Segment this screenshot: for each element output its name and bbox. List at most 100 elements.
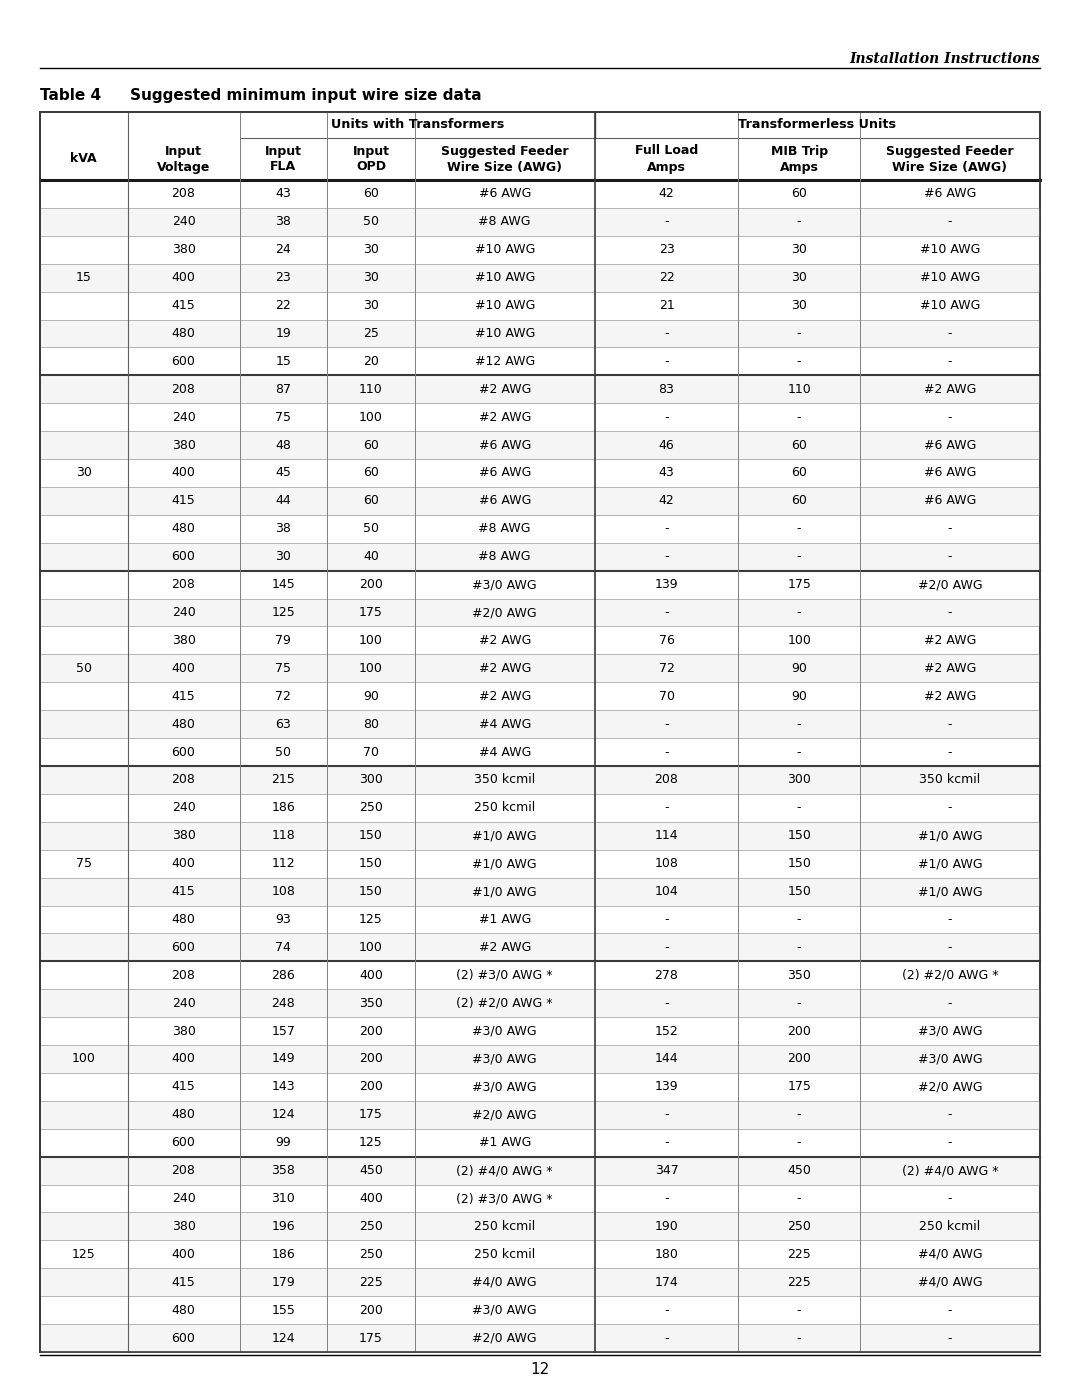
- Text: -: -: [664, 1192, 669, 1206]
- Text: #10 AWG: #10 AWG: [920, 243, 981, 256]
- Text: 100: 100: [359, 634, 382, 647]
- Text: 400: 400: [172, 662, 195, 675]
- Text: -: -: [797, 355, 801, 367]
- Text: 225: 225: [787, 1248, 811, 1261]
- Text: 208: 208: [172, 774, 195, 787]
- Text: -: -: [664, 996, 669, 1010]
- Text: #2/0 AWG: #2/0 AWG: [918, 578, 983, 591]
- Text: 250: 250: [359, 1220, 382, 1234]
- Text: 200: 200: [359, 1052, 382, 1066]
- Text: 43: 43: [659, 467, 674, 479]
- Text: #2/0 AWG: #2/0 AWG: [472, 1331, 537, 1344]
- Text: 200: 200: [359, 1303, 382, 1316]
- Text: (2) #4/0 AWG *: (2) #4/0 AWG *: [457, 1164, 553, 1178]
- Bar: [40, 488, 1040, 515]
- Bar: [40, 766, 1040, 793]
- Text: #12 AWG: #12 AWG: [474, 355, 535, 367]
- Text: -: -: [797, 215, 801, 228]
- Text: 415: 415: [172, 1080, 195, 1094]
- Text: 250: 250: [359, 802, 382, 814]
- Text: 15: 15: [275, 355, 292, 367]
- Text: 225: 225: [787, 1275, 811, 1289]
- Text: #2/0 AWG: #2/0 AWG: [472, 1108, 537, 1122]
- Text: Input
OPD: Input OPD: [352, 144, 390, 173]
- Text: -: -: [664, 942, 669, 954]
- Text: 600: 600: [172, 1136, 195, 1150]
- Text: 100: 100: [72, 1052, 96, 1066]
- Text: #2 AWG: #2 AWG: [923, 690, 976, 703]
- Text: (2) #2/0 AWG *: (2) #2/0 AWG *: [902, 968, 998, 982]
- Text: 60: 60: [363, 187, 379, 200]
- Bar: [40, 821, 1040, 849]
- Text: #2 AWG: #2 AWG: [923, 662, 976, 675]
- Text: 79: 79: [275, 634, 292, 647]
- Text: 124: 124: [271, 1331, 295, 1344]
- Text: 152: 152: [654, 1024, 678, 1038]
- Text: 60: 60: [363, 495, 379, 507]
- Text: -: -: [797, 942, 801, 954]
- Bar: [40, 112, 1040, 1352]
- Text: (2) #3/0 AWG *: (2) #3/0 AWG *: [457, 968, 553, 982]
- Text: 50: 50: [275, 746, 292, 759]
- Text: #6 AWG: #6 AWG: [478, 467, 531, 479]
- Text: Suggested minimum input wire size data: Suggested minimum input wire size data: [130, 88, 482, 103]
- Text: -: -: [664, 1108, 669, 1122]
- Bar: [40, 432, 1040, 460]
- Text: -: -: [948, 215, 953, 228]
- Bar: [40, 989, 1040, 1017]
- Text: 600: 600: [172, 1331, 195, 1344]
- Text: -: -: [948, 550, 953, 563]
- Text: 23: 23: [659, 243, 674, 256]
- Text: -: -: [664, 215, 669, 228]
- Text: 150: 150: [787, 830, 811, 842]
- Text: 99: 99: [275, 1136, 292, 1150]
- Text: 30: 30: [792, 271, 807, 284]
- Text: -: -: [664, 1331, 669, 1344]
- Text: 190: 190: [654, 1220, 678, 1234]
- Text: -: -: [797, 1108, 801, 1122]
- Text: -: -: [664, 914, 669, 926]
- Text: 75: 75: [275, 662, 292, 675]
- Text: 350 kcmil: 350 kcmil: [474, 774, 536, 787]
- Bar: [40, 654, 1040, 682]
- Text: 83: 83: [659, 383, 674, 395]
- Text: #2 AWG: #2 AWG: [478, 662, 531, 675]
- Text: 208: 208: [172, 1164, 195, 1178]
- Text: #8 AWG: #8 AWG: [478, 550, 531, 563]
- Text: 208: 208: [172, 968, 195, 982]
- Text: -: -: [664, 718, 669, 731]
- Text: 38: 38: [275, 522, 292, 535]
- Text: #3/0 AWG: #3/0 AWG: [918, 1024, 983, 1038]
- Text: #6 AWG: #6 AWG: [478, 187, 531, 200]
- Text: -: -: [797, 802, 801, 814]
- Text: 76: 76: [659, 634, 674, 647]
- Bar: [40, 1213, 1040, 1241]
- Text: 415: 415: [172, 690, 195, 703]
- Text: -: -: [664, 1136, 669, 1150]
- Text: #10 AWG: #10 AWG: [474, 243, 535, 256]
- Text: -: -: [948, 1331, 953, 1344]
- Bar: [40, 320, 1040, 348]
- Bar: [40, 264, 1040, 292]
- Text: #2 AWG: #2 AWG: [478, 411, 531, 423]
- Text: #1/0 AWG: #1/0 AWG: [472, 830, 537, 842]
- Text: 114: 114: [654, 830, 678, 842]
- Text: 19: 19: [275, 327, 292, 339]
- Text: 118: 118: [271, 830, 295, 842]
- Text: 208: 208: [172, 578, 195, 591]
- Text: 60: 60: [792, 467, 807, 479]
- Text: -: -: [797, 327, 801, 339]
- Text: 175: 175: [359, 606, 382, 619]
- Text: 30: 30: [363, 243, 379, 256]
- Text: 400: 400: [172, 858, 195, 870]
- Text: 350: 350: [359, 996, 382, 1010]
- Text: 21: 21: [659, 299, 674, 312]
- Text: 30: 30: [363, 271, 379, 284]
- Text: 225: 225: [359, 1275, 382, 1289]
- Text: 50: 50: [363, 215, 379, 228]
- Text: 12: 12: [530, 1362, 550, 1377]
- Text: Units with Transformers: Units with Transformers: [330, 119, 503, 131]
- Text: 139: 139: [654, 1080, 678, 1094]
- Text: 380: 380: [172, 830, 195, 842]
- Text: 480: 480: [172, 1108, 195, 1122]
